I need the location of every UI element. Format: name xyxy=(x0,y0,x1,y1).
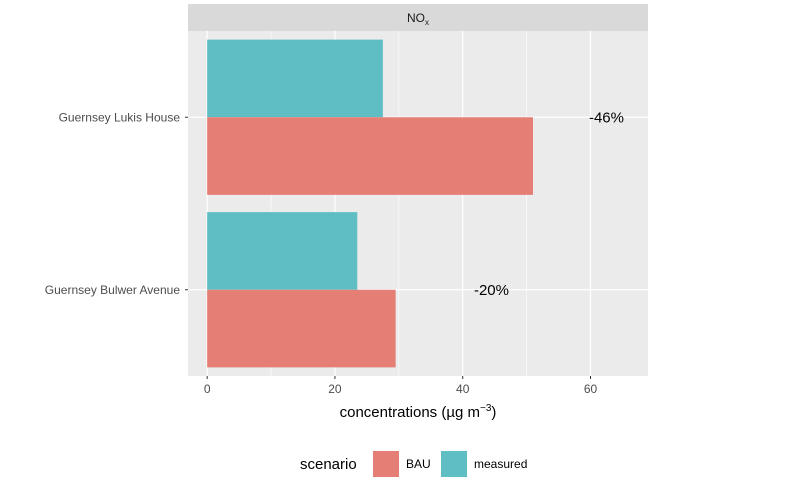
y-tick-label: Guernsey Lukis House xyxy=(59,110,181,124)
x-tick-label: 40 xyxy=(456,382,470,396)
bar-measured xyxy=(207,39,383,118)
percent-change-label: -46% xyxy=(589,109,624,126)
strip-background xyxy=(188,4,648,31)
legend-label-BAU: BAU xyxy=(406,457,431,471)
y-tick-label: Guernsey Bulwer Avenue xyxy=(45,283,181,297)
y-axis: Guernsey Lukis House Guernsey Bulwer Aven… xyxy=(45,110,188,297)
x-axis-title: concentrations (µg m−3) xyxy=(340,403,497,421)
legend-title: scenario xyxy=(300,456,357,473)
legend-label-measured: measured xyxy=(474,457,527,471)
x-axis: 0 20 40 60 xyxy=(204,376,598,396)
legend-key-BAU xyxy=(373,451,399,477)
panel-title-subscript: x xyxy=(425,18,429,27)
panel-title: NOx xyxy=(407,11,429,27)
legend: scenario BAU measured xyxy=(300,451,527,477)
bar-BAU xyxy=(207,117,533,195)
legend-key-measured xyxy=(441,451,467,477)
x-axis-title-superscript: −3 xyxy=(480,403,492,414)
bar-BAU xyxy=(207,289,396,368)
percent-change-label: -20% xyxy=(474,282,509,299)
x-tick-label: 60 xyxy=(584,382,598,396)
bars xyxy=(207,39,533,368)
x-tick-label: 0 xyxy=(204,382,211,396)
x-tick-label: 20 xyxy=(328,382,342,396)
annotations: -46% -20% xyxy=(474,109,624,299)
bar-measured xyxy=(207,212,358,290)
